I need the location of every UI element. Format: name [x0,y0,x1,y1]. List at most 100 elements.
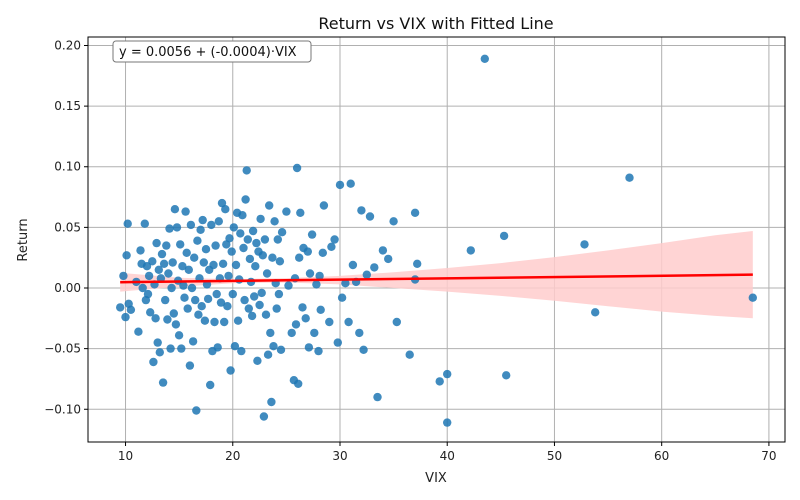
scatter-points [116,54,757,427]
scatter-point [389,217,398,226]
scatter-point [218,259,228,268]
scatter-point [591,308,600,317]
scatter-point [200,316,210,325]
scatter-point [315,271,324,281]
scatter-point [362,270,371,279]
y-tick-label: −0.05 [44,342,81,356]
scatter-point [330,235,339,244]
scatter-point [157,249,167,259]
scatter-point [236,229,245,238]
chart-title: Return vs VIX with Fitted Line [318,14,553,33]
scatter-point [303,247,312,256]
scatter-point [307,230,317,239]
scatter-point [413,259,422,268]
y-tick-label: −0.10 [44,402,81,416]
scatter-point [294,379,303,388]
scatter-point [625,173,634,182]
scatter-point [126,305,136,314]
x-tick-label: 30 [332,449,347,463]
scatter-point [174,331,184,340]
scatter-point [318,248,327,257]
scatter-point [155,348,164,357]
scatter-point [198,215,207,225]
scatter-point [152,238,161,248]
x-tick-label: 40 [440,449,455,463]
scatter-point [282,207,291,216]
scatter-point [443,369,452,379]
plot-frame [87,36,786,443]
scatter-point [153,338,162,347]
scatter-point [265,201,274,210]
annotation-box [112,40,312,63]
y-axis-label: Return [16,218,31,261]
scatter-point [243,235,252,244]
scatter-point [259,412,269,421]
scatter-point [209,260,218,270]
scatter-point [314,346,323,356]
scatter-point [164,269,173,278]
scatter-point [140,219,149,228]
scatter-point [221,205,230,214]
x-tick-label: 60 [654,449,669,463]
scatter-point [435,377,444,386]
scatter-point [122,251,131,260]
scatter-point [348,260,358,270]
axis-ticks: 10 20 30 40 50 60 70 −0.10 −0.05 0.00 0.05 0.10 0.15… [44,38,776,463]
scatter-point [466,246,475,255]
scatter-point [335,180,345,190]
scatter-point [214,217,223,226]
scatter-point [213,343,222,352]
scatter-point [119,271,128,281]
scatter-point [136,246,145,255]
confidence-band-layer [120,231,753,319]
scatter-point [245,254,255,264]
scatter-point [144,271,154,281]
scatter-point [156,274,166,283]
scatter-point [226,366,235,375]
scatter-point [223,302,232,311]
scatter-point [269,342,278,351]
scatter-point [192,406,201,415]
y-tick-label: 0.15 [54,99,81,113]
scatter-point [237,346,246,356]
scatter-point [159,259,169,268]
scatter-point [333,338,342,347]
scatter-point [266,328,275,338]
scatter-point [373,392,382,402]
scatter-point [248,226,258,236]
scatter-point [238,211,247,220]
confidence-band [120,231,753,319]
scatter-point [341,279,350,288]
x-tick-label: 50 [547,449,562,463]
y-tick-label: 0.00 [54,281,81,295]
scatter-point [250,292,259,301]
x-tick-label: 20 [225,449,240,463]
scatter-point [284,281,293,290]
scatter-point [210,317,219,327]
scatter-point [186,220,196,230]
scatter-point [143,289,153,299]
scatter-point [251,262,260,271]
scatter-point [162,241,171,250]
scatter-point [194,310,203,319]
scatter-point [211,241,220,250]
scatter-point [199,258,208,267]
scatter-point [267,397,276,407]
scatter-point [327,242,336,251]
y-tick-label: 0.20 [54,38,81,52]
fitted-line-layer [120,273,753,284]
x-axis-label: VIX [425,471,447,486]
scatter-point [252,238,261,248]
scatter-point [295,253,304,262]
scatter-point [233,316,243,325]
scatter-point [580,240,589,249]
scatter-point [227,247,236,256]
scatter-point [253,356,262,365]
scatter-point [230,342,240,351]
scatter-point [180,293,189,302]
scatter-point [231,260,241,270]
scatter-point [247,311,257,321]
scatter-point [176,240,185,249]
scatter-point [410,208,420,217]
